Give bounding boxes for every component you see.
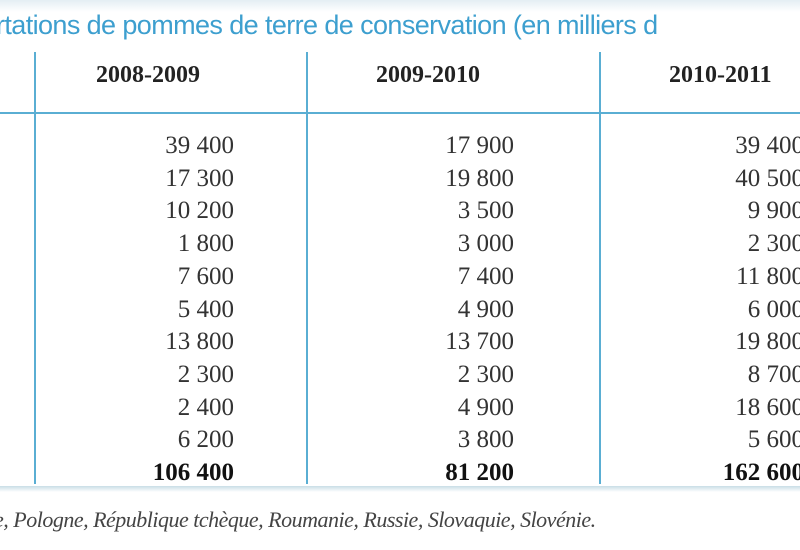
footer-divider	[0, 486, 800, 492]
table-cell: 17 300	[165, 164, 234, 192]
total-cell: 81 200	[445, 459, 514, 487]
table-cell: 5 600	[747, 426, 800, 454]
table-cell: 7 400	[457, 262, 514, 290]
table-cell: 6 200	[177, 426, 234, 454]
table-cell: 19 800	[445, 164, 514, 192]
table-cell: 13 800	[165, 328, 234, 356]
table-cell: 17 900	[445, 132, 514, 159]
table-cell: 40 500	[735, 164, 800, 192]
table-cell: 13 700	[445, 328, 514, 356]
footnote: e, Pologne, République tchèque, Roumanie…	[0, 507, 596, 532]
table-cell: 4 900	[457, 393, 514, 421]
table-cell: 5 400	[177, 295, 234, 323]
column-header: 2009-2010	[376, 62, 480, 88]
table-cell: 9 900	[747, 197, 800, 225]
table-cell: 3 800	[457, 426, 514, 454]
column-header: 2010-2011	[669, 62, 772, 88]
top-band	[0, 0, 800, 12]
header-divider	[0, 112, 800, 114]
column-divider	[34, 52, 36, 484]
column-2010-2011: 39 400 40 500 9 900 2 300 11 800 6 000 19 800 8…	[723, 130, 800, 490]
table-cell: 18 600	[735, 393, 800, 421]
table-cell: 2 400	[177, 393, 234, 421]
column-2009-2010: 17 900 19 800 3 500 3 000 7 400 4 900 13 700 2 …	[445, 130, 514, 490]
column-divider	[306, 52, 308, 484]
column-divider	[599, 52, 601, 484]
column-2008-2009: 39 400 17 300 10 200 1 800 7 600 5 400 13 800 2…	[153, 130, 234, 490]
table-cell: 2 300	[747, 230, 800, 258]
total-cell: 106 400	[152, 459, 234, 487]
column-header: 2008-2009	[96, 62, 200, 88]
table-cell: 8 700	[747, 360, 800, 388]
table-cell: 11 800	[736, 262, 800, 290]
table-cell: 1 800	[177, 230, 234, 258]
table-cell: 6 000	[747, 295, 800, 323]
table-cell: 10 200	[165, 197, 234, 225]
table-cell: 2 300	[177, 360, 234, 388]
table-cell: 2 300	[457, 360, 514, 388]
table-cell: 39 400	[735, 132, 800, 159]
table-cell: 3 000	[457, 230, 514, 258]
total-cell: 162 600	[722, 459, 800, 487]
table-cell: 7 600	[177, 262, 234, 290]
table-cell: 3 500	[457, 197, 514, 225]
table-cell: 39 400	[165, 132, 234, 159]
table-title: rtations de pommes de terre de conservat…	[0, 10, 658, 40]
table-cell: 19 800	[735, 328, 800, 356]
table-cell: 4 900	[457, 295, 514, 323]
